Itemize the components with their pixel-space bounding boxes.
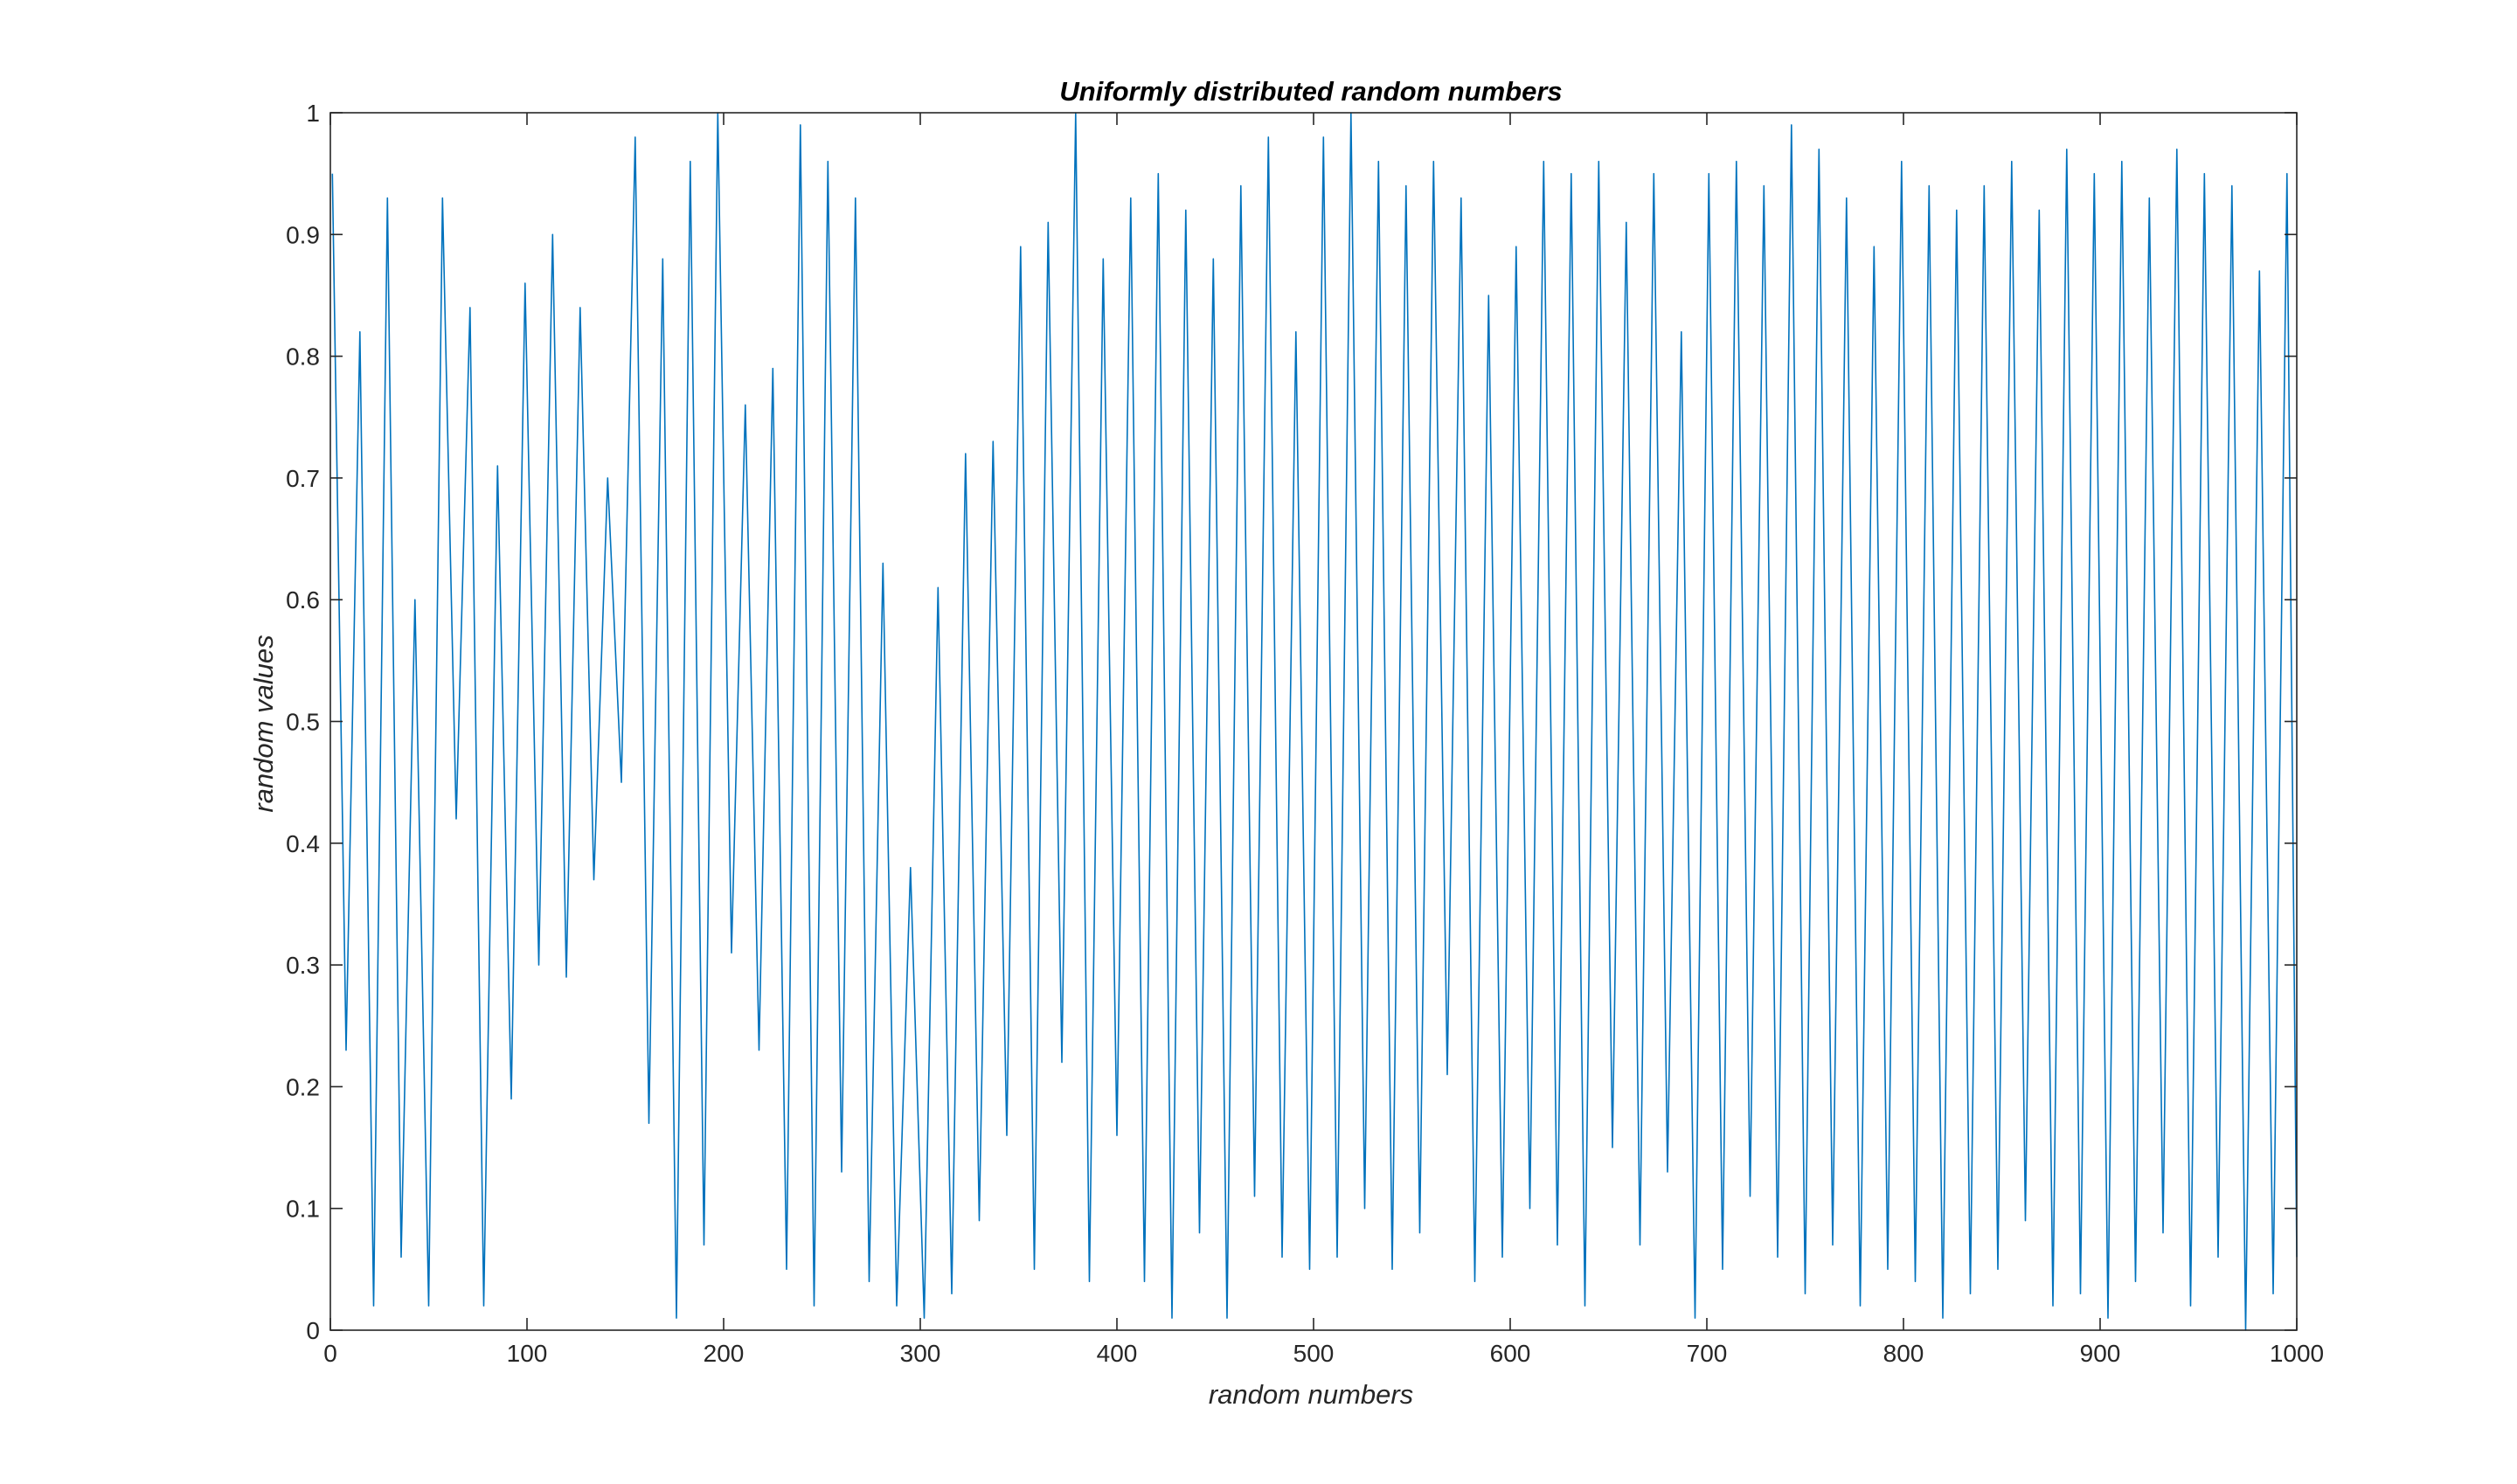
y-tick-label: 0.7 [286,465,320,492]
y-tick-label: 0.6 [286,586,320,614]
y-tick-label: 0 [306,1317,320,1344]
axes-box [329,112,2298,1331]
x-tick-label: 0 [323,1340,337,1367]
x-tick-label: 500 [1293,1340,1335,1367]
y-tick-label: 0.1 [286,1196,320,1223]
y-tick-label: 1 [306,100,320,127]
labels-layer: Uniformly distributed random numbers ran… [248,76,1563,1410]
plot-layer [331,112,2298,1331]
chart-title: Uniformly distributed random numbers [1059,76,1562,107]
x-axis-label: random numbers [1209,1379,1413,1410]
y-tick-label: 0.2 [286,1073,320,1100]
x-tick-label: 900 [2080,1340,2121,1367]
x-tick-label: 1000 [2270,1340,2324,1367]
y-tick-label: 0.9 [286,221,320,248]
x-tick-label: 600 [1490,1340,1531,1367]
series-line-0 [331,112,2298,1331]
y-tick-label: 0.5 [286,709,320,736]
x-tick-label: 300 [900,1340,941,1367]
y-tick-label: 0.8 [286,343,320,371]
y-tick-label: 0.4 [286,830,320,857]
axes-layer: 0 100 200 300 400 500 600 700 800 900 1000 0 0.1 0.2 0… [286,100,2324,1367]
x-tick-label: 200 [704,1340,745,1367]
x-tick-label: 800 [1883,1340,1924,1367]
x-tick-label: 400 [1097,1340,1138,1367]
x-tick-label: 700 [1687,1340,1728,1367]
y-tick-label: 0.3 [286,952,320,979]
x-tick-label: 100 [507,1340,548,1367]
y-axis-label: random values [248,635,279,812]
